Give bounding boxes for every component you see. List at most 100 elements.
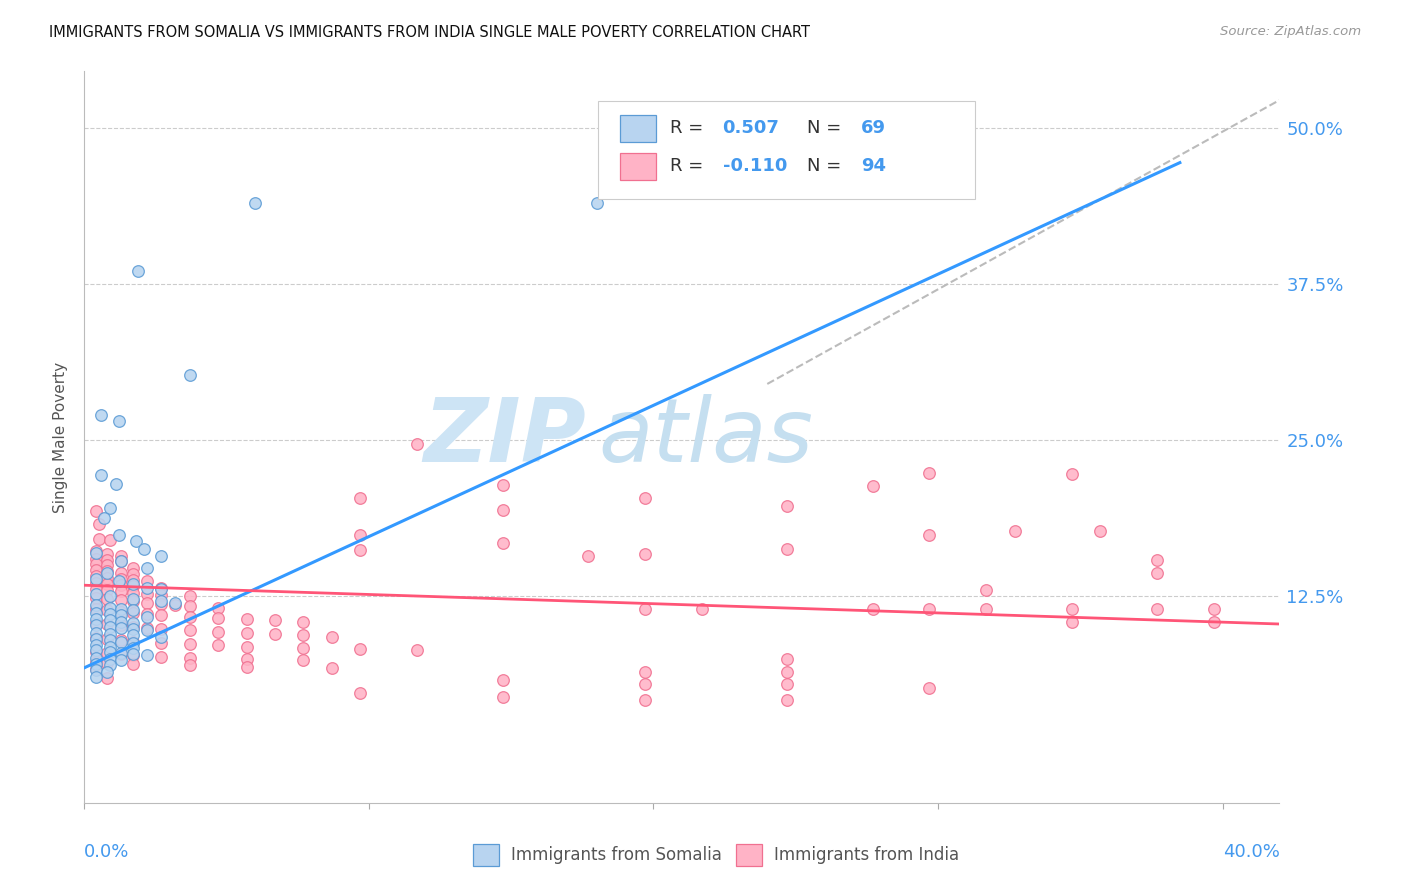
Point [150, 630, 173, 644]
Point [84, 657, 107, 671]
Point [84, 655, 107, 669]
Point [406, 643, 429, 657]
Point [150, 581, 173, 595]
Point [136, 596, 159, 610]
Point [207, 611, 229, 625]
Point [976, 602, 998, 616]
Point [121, 566, 143, 581]
Text: atlas: atlas [599, 394, 813, 480]
Point [150, 594, 173, 608]
Point [93, 510, 115, 524]
Point [235, 625, 257, 640]
Point [110, 618, 132, 632]
Point [1090, 524, 1112, 539]
Point [150, 582, 173, 596]
Point [96, 577, 118, 591]
Point [349, 491, 371, 505]
Point [121, 560, 143, 574]
Point [776, 677, 799, 691]
Point [121, 657, 143, 671]
Point [84, 591, 107, 605]
Point [84, 557, 107, 571]
Point [84, 563, 107, 577]
Point [110, 549, 132, 564]
Point [292, 615, 315, 629]
Text: 0.0%: 0.0% [84, 843, 129, 861]
Point [96, 617, 118, 632]
Point [98, 500, 121, 515]
Point [492, 478, 515, 492]
Point [1202, 615, 1225, 629]
Point [90, 468, 112, 483]
Point [84, 582, 107, 596]
Point [84, 606, 107, 620]
Point [98, 613, 121, 627]
Bar [735, 845, 762, 866]
Text: 0.507: 0.507 [723, 120, 779, 137]
Point [96, 603, 118, 617]
Point [98, 658, 121, 673]
Point [87, 516, 110, 531]
Point [634, 602, 657, 616]
Point [776, 665, 799, 679]
Point [179, 624, 201, 638]
Point [96, 547, 118, 561]
Point [110, 615, 132, 629]
Point [98, 644, 121, 658]
Point [1146, 566, 1168, 580]
Point [918, 466, 941, 480]
Point [98, 533, 121, 548]
Point [349, 642, 371, 657]
Point [96, 592, 118, 607]
Point [150, 597, 173, 611]
Point [634, 693, 657, 707]
Point [776, 500, 799, 514]
Point [179, 609, 201, 624]
Point [776, 541, 799, 556]
Point [264, 613, 287, 627]
Point [84, 599, 107, 613]
Point [84, 650, 107, 665]
Point [165, 596, 187, 610]
Point [84, 587, 107, 601]
Text: N =: N = [807, 120, 848, 137]
Point [179, 590, 201, 604]
Text: 69: 69 [862, 120, 886, 137]
Point [110, 634, 132, 648]
Point [110, 572, 132, 586]
Point [292, 640, 315, 655]
Point [84, 643, 107, 657]
Point [84, 631, 107, 645]
Point [84, 572, 107, 586]
Point [110, 605, 132, 619]
Point [121, 592, 143, 607]
Point [110, 633, 132, 648]
Point [96, 553, 118, 567]
Point [96, 665, 118, 679]
Point [862, 602, 884, 616]
Point [98, 627, 121, 641]
Point [1060, 602, 1083, 616]
Point [235, 612, 257, 626]
Point [292, 653, 315, 667]
Point [96, 656, 118, 670]
Point [179, 599, 201, 614]
Point [776, 652, 799, 666]
Point [110, 566, 132, 580]
Point [84, 638, 107, 652]
Point [121, 634, 143, 648]
Point [107, 574, 129, 589]
Point [84, 612, 107, 626]
Point [124, 534, 146, 549]
Point [179, 368, 201, 383]
Point [1060, 615, 1083, 629]
Point [110, 653, 132, 667]
Point [136, 574, 159, 589]
Point [96, 671, 118, 685]
Text: ZIP: ZIP [423, 393, 586, 481]
Point [136, 581, 159, 595]
Point [136, 609, 159, 624]
Point [121, 603, 143, 617]
Point [136, 607, 159, 621]
Point [84, 504, 107, 518]
